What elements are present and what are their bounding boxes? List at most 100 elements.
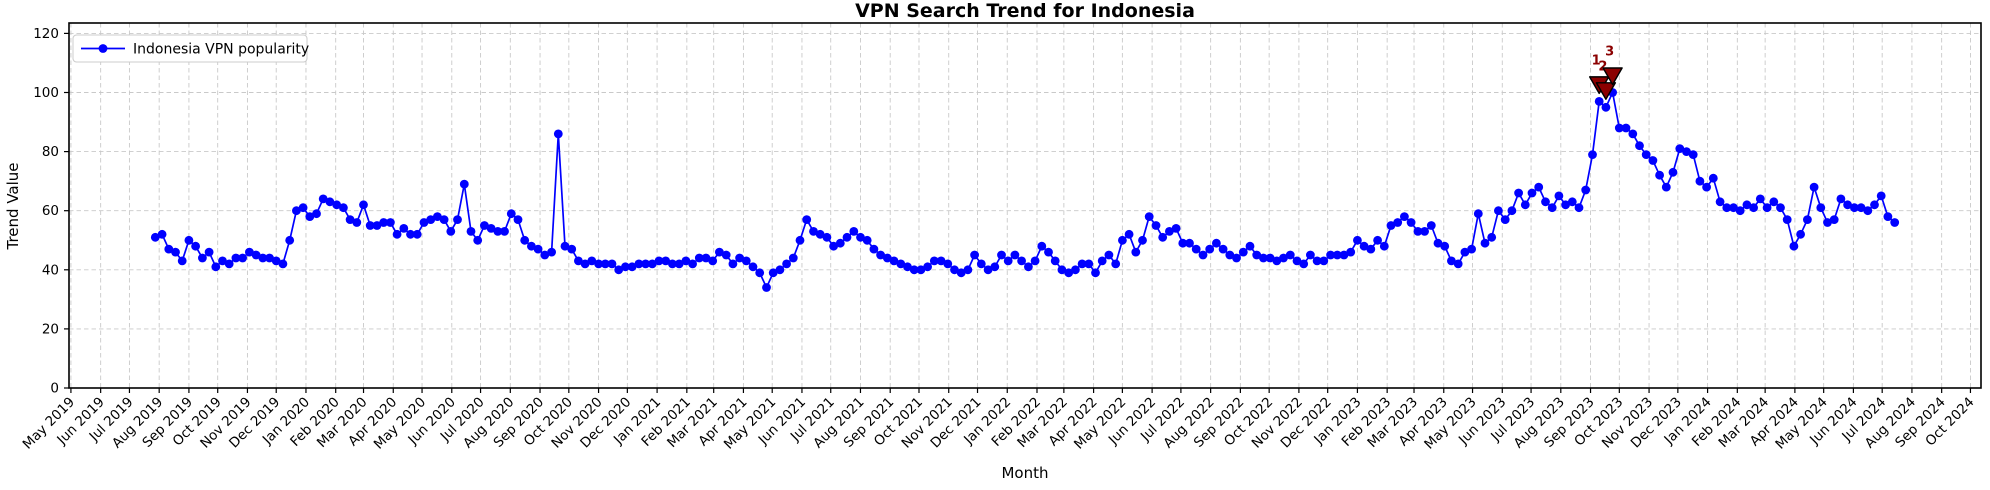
data-point — [668, 259, 677, 269]
data-point — [1057, 265, 1067, 275]
data-point — [1796, 229, 1805, 239]
data-point — [345, 215, 355, 225]
data-point — [224, 259, 234, 269]
data-point — [1467, 244, 1476, 254]
data-point — [1144, 212, 1154, 222]
data-point — [352, 218, 362, 227]
data-point — [439, 215, 449, 225]
data-point — [399, 224, 409, 233]
data-point — [1594, 97, 1604, 106]
data-point — [325, 197, 335, 207]
plot-border — [68, 22, 1982, 389]
data-point — [950, 265, 959, 275]
data-point — [332, 200, 342, 210]
data-point — [903, 262, 912, 272]
data-point — [1460, 247, 1470, 257]
data-point — [392, 229, 402, 239]
data-point — [708, 256, 718, 266]
annotation-label: 1 — [1592, 53, 1601, 68]
data-point — [1064, 268, 1074, 278]
data-point — [1299, 259, 1309, 269]
data-point — [1520, 200, 1530, 210]
data-point — [379, 218, 389, 227]
data-point — [433, 212, 442, 222]
data-point — [1003, 256, 1013, 266]
data-point — [305, 212, 315, 222]
data-point — [1225, 250, 1235, 260]
data-point — [923, 262, 932, 272]
data-point — [882, 253, 892, 263]
data-point — [1722, 203, 1732, 213]
data-point — [849, 227, 859, 236]
data-point — [627, 262, 637, 272]
annotation-label: 2 — [1598, 59, 1607, 74]
data-point — [1413, 227, 1423, 236]
data-point — [1581, 185, 1591, 195]
data-point — [1104, 250, 1114, 260]
data-point — [1319, 256, 1329, 266]
data-point — [1883, 212, 1893, 222]
data-point — [936, 256, 946, 266]
data-point — [553, 129, 563, 139]
data-point — [1836, 194, 1846, 204]
data-point — [1353, 235, 1362, 245]
data-point — [822, 232, 832, 242]
data-point — [775, 265, 785, 275]
data-point — [1655, 170, 1664, 180]
data-point — [567, 244, 577, 254]
data-point — [1776, 203, 1785, 213]
data-point — [580, 259, 590, 269]
data-point — [245, 247, 254, 257]
data-point — [1339, 250, 1349, 260]
data-point — [1447, 256, 1456, 266]
data-point — [983, 265, 993, 275]
data-point — [1373, 235, 1382, 245]
data-point — [386, 218, 395, 227]
data-point — [1755, 194, 1765, 204]
data-point — [1507, 206, 1517, 216]
data-point — [1762, 203, 1772, 213]
data-point — [842, 232, 852, 242]
data-point — [359, 200, 368, 210]
annotation-triangle-icon — [1602, 67, 1623, 86]
data-point — [1735, 206, 1745, 216]
data-point — [211, 262, 221, 272]
data-point — [1426, 221, 1436, 230]
data-point — [869, 244, 879, 254]
data-point — [177, 256, 187, 266]
data-point — [1292, 256, 1302, 266]
data-point — [1850, 203, 1859, 213]
data-point — [1252, 250, 1262, 260]
data-point — [1386, 221, 1396, 230]
data-point — [1084, 259, 1094, 269]
data-point — [976, 259, 986, 269]
data-point — [1628, 129, 1638, 139]
data-point — [527, 241, 536, 251]
y-tick-label: 80 — [42, 144, 59, 160]
data-point — [533, 244, 543, 254]
chart-title: VPN Search Trend for Indonesia — [855, 0, 1195, 22]
data-point — [1574, 203, 1584, 213]
data-point — [164, 244, 174, 254]
data-point — [1473, 209, 1483, 219]
data-point — [755, 268, 765, 278]
data-point — [1870, 200, 1879, 210]
data-point — [862, 235, 872, 245]
data-point — [856, 232, 865, 242]
data-point — [506, 209, 516, 219]
data-point — [876, 250, 885, 260]
data-point — [574, 256, 583, 266]
data-point — [1272, 256, 1282, 266]
data-point — [466, 227, 476, 236]
data-point — [1688, 150, 1698, 160]
data-point — [1191, 244, 1201, 254]
data-point — [721, 250, 731, 260]
data-point — [1400, 212, 1409, 222]
legend: Indonesia VPN popularity — [72, 34, 309, 63]
data-point — [916, 265, 926, 275]
data-point — [1285, 250, 1295, 260]
data-point — [1702, 182, 1711, 192]
data-point — [1010, 250, 1020, 260]
